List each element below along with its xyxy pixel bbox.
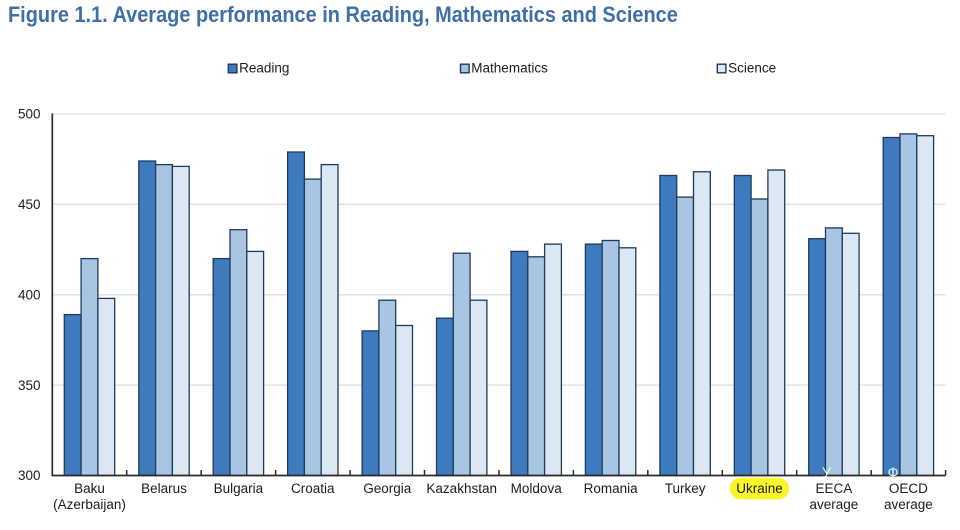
svg-text:Kazakhstan: Kazakhstan xyxy=(426,481,497,496)
svg-text:average: average xyxy=(810,497,859,512)
svg-text:Reading: Reading xyxy=(239,61,289,76)
svg-text:300: 300 xyxy=(18,468,41,483)
svg-text:У: У xyxy=(822,466,832,482)
svg-text:Belarus: Belarus xyxy=(141,481,187,496)
svg-text:average: average xyxy=(884,497,933,512)
svg-text:Romania: Romania xyxy=(584,481,639,496)
svg-text:OECD: OECD xyxy=(889,481,928,496)
svg-text:EECA: EECA xyxy=(816,481,853,496)
svg-text:450: 450 xyxy=(18,197,41,212)
svg-text:Ukraine: Ukraine xyxy=(736,481,783,496)
svg-text:Baku: Baku xyxy=(74,481,105,496)
svg-text:Bulgaria: Bulgaria xyxy=(214,481,264,496)
svg-text:(Azerbaijan): (Azerbaijan) xyxy=(53,497,126,512)
svg-text:Moldova: Moldova xyxy=(511,481,563,496)
svg-text:Croatia: Croatia xyxy=(291,481,335,496)
svg-text:350: 350 xyxy=(18,378,41,393)
svg-text:Mathematics: Mathematics xyxy=(471,61,548,76)
svg-text:400: 400 xyxy=(18,287,41,302)
svg-text:500: 500 xyxy=(18,107,41,122)
svg-text:Turkey: Turkey xyxy=(665,481,706,496)
svg-text:Science: Science xyxy=(728,61,776,76)
svg-text:Georgia: Georgia xyxy=(363,481,412,496)
svg-text:Ф: Ф xyxy=(887,466,898,482)
